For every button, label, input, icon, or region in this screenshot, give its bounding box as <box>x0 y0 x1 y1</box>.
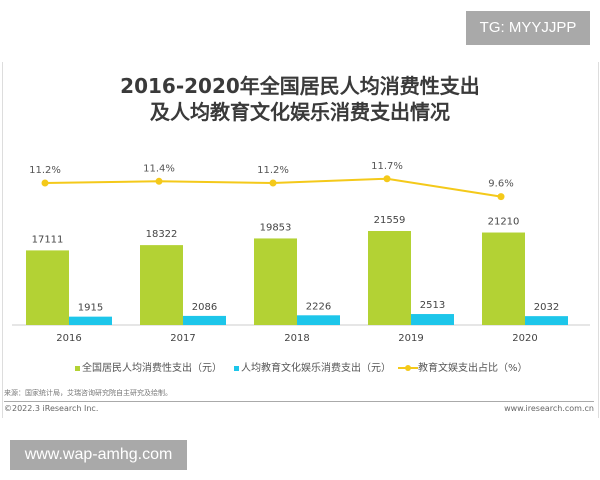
legend-swatch-green <box>75 365 80 371</box>
data-label-education: 2226 <box>306 301 331 312</box>
bar-consumption <box>254 238 297 325</box>
watermark-bottom: www.wap-amhg.com <box>10 440 187 470</box>
copyright: ©2022.3 iResearch Inc. <box>4 404 99 413</box>
bar-consumption <box>26 250 69 325</box>
ratio-point <box>41 179 49 187</box>
ratio-point <box>155 177 163 185</box>
data-label-consumption: 21210 <box>488 217 520 228</box>
chart-title-line1: 2016-2020年全国居民人均消费性支出 <box>120 74 480 98</box>
legend-item-ratio: 教育文娱支出占比（%） <box>398 359 528 374</box>
x-tick-label: 2018 <box>284 333 309 344</box>
data-label-consumption: 18322 <box>146 229 178 240</box>
bar-education <box>297 315 340 325</box>
legend-label: 教育文娱支出占比（%） <box>418 363 528 374</box>
data-label-ratio: 11.2% <box>29 165 61 176</box>
footer-divider <box>4 401 594 402</box>
chart-title-line2: 及人均教育文化娱乐消费支出情况 <box>150 100 450 124</box>
bar-education <box>525 316 568 325</box>
bar-consumption <box>482 232 525 325</box>
data-label-education: 2513 <box>420 300 445 311</box>
x-tick-label: 2020 <box>512 333 537 344</box>
bar-education <box>183 315 226 325</box>
ratio-point <box>497 193 505 201</box>
data-label-ratio: 9.6% <box>488 179 513 190</box>
watermark-top: TG: MYYJJPP <box>466 11 590 45</box>
x-tick-label: 2017 <box>170 333 195 344</box>
legend-swatch-blue <box>234 365 239 371</box>
bar-consumption <box>140 245 183 325</box>
legend-label: 人均教育文化娱乐消费支出（元） <box>241 363 391 374</box>
data-label-ratio: 11.2% <box>257 165 289 176</box>
data-label-education: 2032 <box>534 302 559 313</box>
ratio-point <box>269 179 277 187</box>
legend-item-education: 人均教育文化娱乐消费支出（元） <box>234 359 391 374</box>
data-label-consumption: 17111 <box>32 234 64 245</box>
source-note: 来源：国家统计局，艾瑞咨询研究院自主研究及绘制。 <box>4 389 172 397</box>
bar-consumption <box>368 231 411 325</box>
legend-item-consumption: 全国居民人均消费性支出（元） <box>75 359 222 374</box>
x-tick-label: 2019 <box>398 333 423 344</box>
chart: 17111 1915 2016 11.2% 18322 2086 2017 11.4% 1985… <box>12 161 590 344</box>
legend-label: 全国居民人均消费性支出（元） <box>82 363 222 374</box>
data-label-ratio: 11.4% <box>143 163 175 174</box>
data-label-consumption: 21559 <box>374 215 406 226</box>
ratio-point <box>383 175 391 183</box>
data-label-education: 1915 <box>78 303 103 314</box>
bar-education <box>69 316 112 325</box>
legend-line-yellow-icon <box>398 365 418 371</box>
chart-panel <box>2 62 599 418</box>
data-label-education: 2086 <box>192 302 217 313</box>
data-label-ratio: 11.7% <box>371 161 403 172</box>
website-link[interactable]: www.iresearch.com.cn <box>504 404 594 413</box>
x-tick-label: 2016 <box>56 333 81 344</box>
bar-education <box>411 314 454 325</box>
data-label-consumption: 19853 <box>260 222 292 233</box>
